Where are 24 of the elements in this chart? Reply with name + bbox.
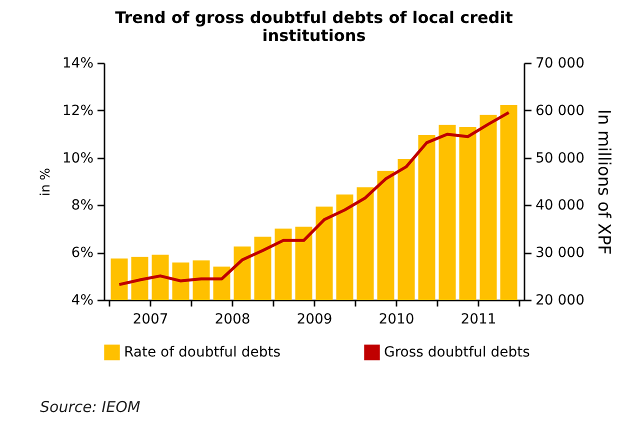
y-tick-label: 8% — [71, 198, 94, 214]
source-note: Source: IEOM — [40, 398, 140, 416]
y2-tick-label: 30 000 — [536, 245, 584, 262]
x-tick-label: 2009 — [296, 312, 332, 328]
y2-axis-title: In millions of XPF — [593, 109, 614, 255]
x-tick-label: 2010 — [378, 312, 414, 328]
y-axis-title: in % — [38, 168, 54, 196]
line-series — [118, 111, 510, 286]
y2-tick-label: 60 000 — [536, 102, 584, 119]
y2-tick-label: 20 000 — [536, 292, 584, 308]
chart-title: Trend of gross doubtful debts of local credit institutions — [115, 8, 514, 45]
legend-label: Rate of doubtful debts — [124, 344, 281, 360]
y2-tick-label: 40 000 — [536, 198, 584, 214]
y-tick-label: 6% — [71, 245, 94, 262]
legend-label: Gross doubtful debts — [384, 344, 530, 360]
y2-tick-label: 50 000 — [536, 150, 584, 166]
y-tick-label: 10% — [62, 150, 94, 166]
y-tick-label: 4% — [71, 292, 94, 308]
y2-tick-label: 70 000 — [536, 56, 584, 72]
x-tick-label: 2011 — [460, 312, 496, 328]
x-tick-label: 2007 — [132, 312, 168, 328]
y-tick-label: 12% — [62, 102, 94, 119]
x-tick-label: 2008 — [214, 312, 250, 328]
y-tick-label: 14% — [62, 56, 94, 72]
